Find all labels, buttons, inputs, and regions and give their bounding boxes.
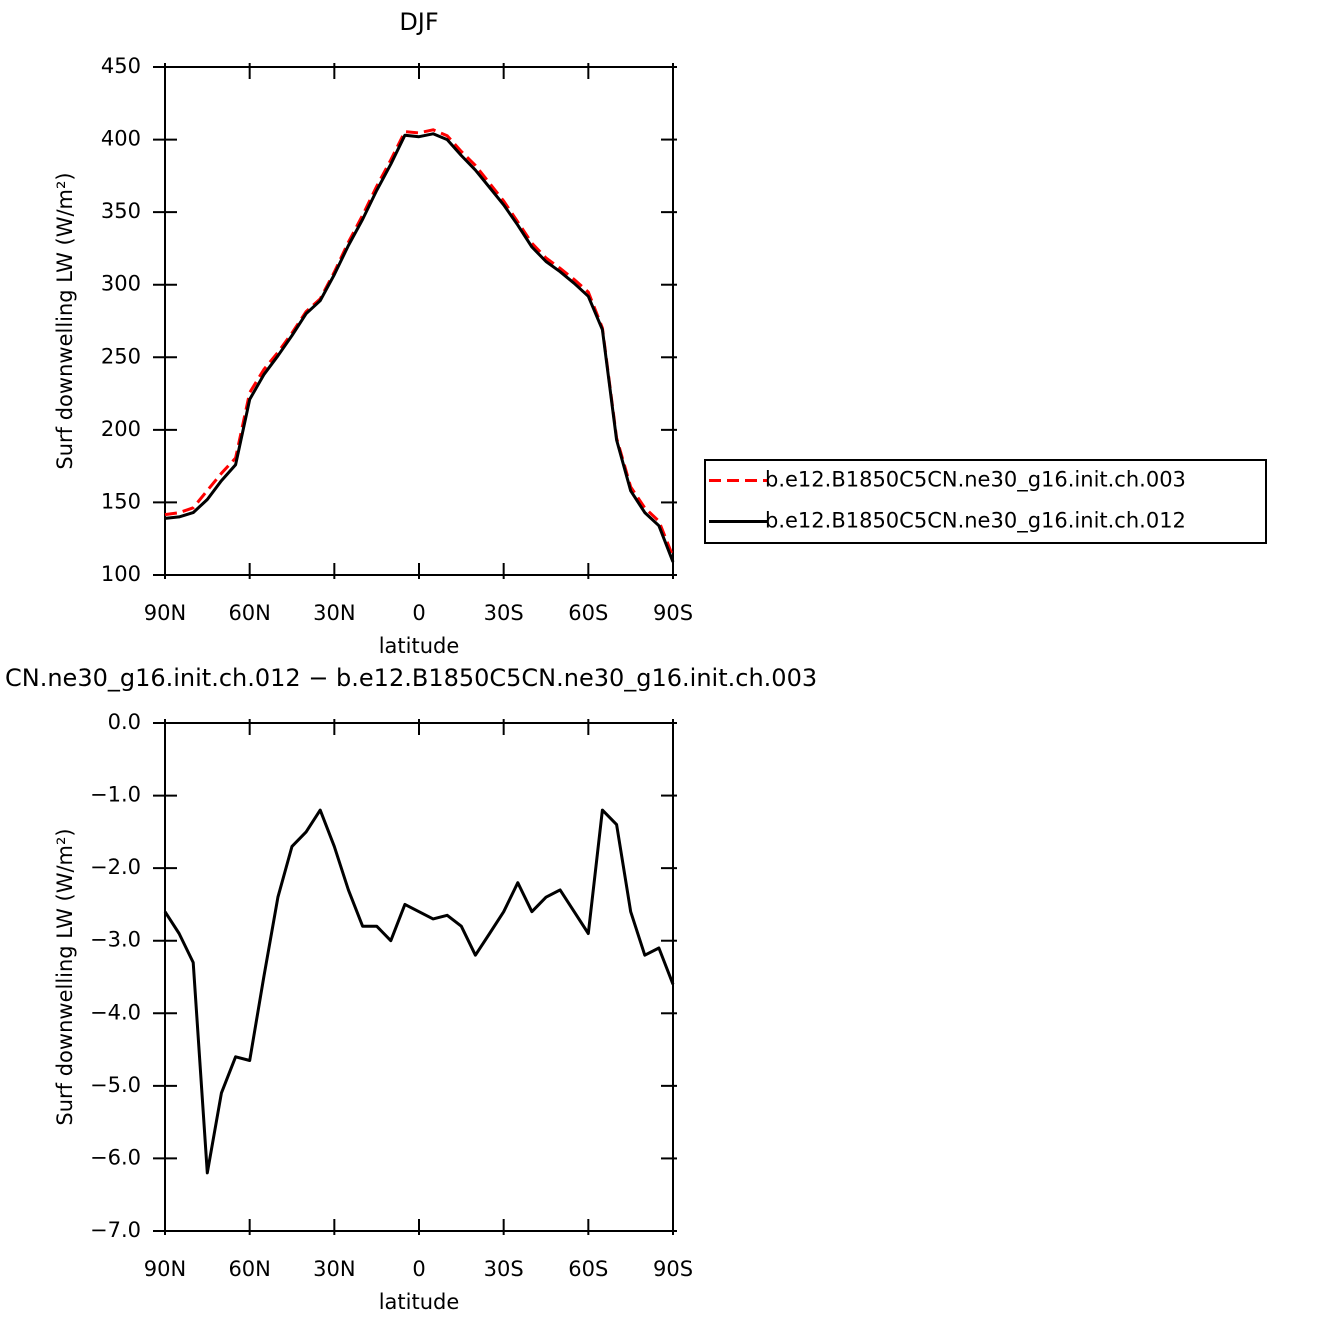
y-tick-label: −5.0	[90, 1073, 141, 1097]
y-tick-label: 0.0	[108, 710, 141, 734]
x-tick-label: 30S	[484, 601, 524, 625]
chart-title: CN.ne30_g16.init.ch.012 − b.e12.B1850C5C…	[5, 664, 817, 692]
y-tick-label: −1.0	[90, 783, 141, 807]
chart-title: DJF	[399, 8, 438, 36]
y-tick-label: 100	[101, 562, 141, 586]
y-tick-label: −4.0	[90, 1000, 141, 1024]
x-tick-label: 30N	[313, 601, 355, 625]
y-tick-label: −2.0	[90, 855, 141, 879]
y-tick-label: −6.0	[90, 1145, 141, 1169]
x-tick-label: 60S	[568, 1257, 608, 1281]
y-tick-label: 150	[101, 489, 141, 513]
x-tick-label: 60S	[568, 601, 608, 625]
series-line	[164, 128, 675, 558]
y-tick-label: 200	[101, 417, 141, 441]
y-tick-label: 350	[101, 199, 141, 223]
series-line	[163, 808, 675, 1175]
x-tick-label: 30N	[313, 1257, 355, 1281]
x-axis-label: latitude	[379, 1290, 460, 1314]
x-tick-label: 90S	[653, 601, 693, 625]
x-tick-label: 90N	[144, 601, 186, 625]
legend-label: b.e12.B1850C5CN.ne30_g16.init.ch.012	[765, 509, 1186, 534]
plot-frame	[164, 722, 674, 1232]
x-tick-label: 90N	[144, 1257, 186, 1281]
x-tick-label: 90S	[653, 1257, 693, 1281]
series-line	[164, 132, 675, 563]
y-tick-label: −7.0	[90, 1218, 141, 1242]
y-tick-label: −3.0	[90, 928, 141, 952]
plot-frame	[164, 66, 674, 576]
x-axis-label: latitude	[379, 634, 460, 658]
y-axis-label: Surf downwelling LW (W/m²)	[53, 172, 77, 469]
x-tick-label: 60N	[228, 1257, 270, 1281]
y-tick-label: 250	[101, 344, 141, 368]
x-tick-label: 30S	[484, 1257, 524, 1281]
y-tick-label: 450	[101, 54, 141, 78]
x-tick-label: 60N	[228, 601, 270, 625]
legend-box	[704, 459, 1267, 544]
x-tick-label: 0	[412, 1257, 425, 1281]
y-axis-label: Surf downwelling LW (W/m²)	[53, 828, 77, 1125]
y-tick-label: 300	[101, 272, 141, 296]
x-tick-label: 0	[412, 601, 425, 625]
legend-label: b.e12.B1850C5CN.ne30_g16.init.ch.003	[765, 468, 1186, 493]
y-tick-label: 400	[101, 127, 141, 151]
